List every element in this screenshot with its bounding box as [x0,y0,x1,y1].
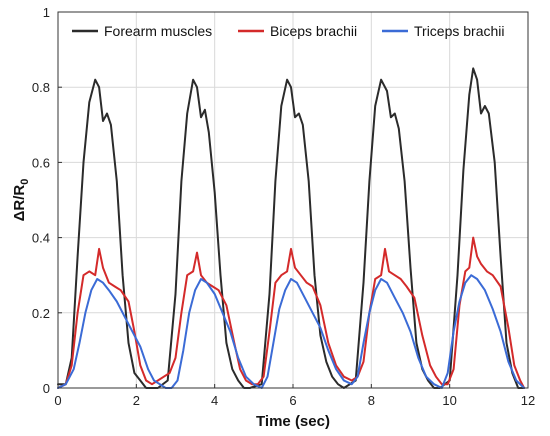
y-tick-label: 1 [43,5,50,20]
y-tick-label: 0.4 [32,231,50,246]
y-tick-label: 0.6 [32,155,50,170]
x-axis-label: Time (sec) [256,413,330,430]
x-tick-label: 6 [289,393,296,408]
y-axis-label: ΔR/R0 [11,179,31,222]
y-tick-label: 0 [43,381,50,396]
x-tick-label: 10 [442,393,456,408]
x-tick-label: 2 [133,393,140,408]
legend-label: Triceps brachii [414,23,505,39]
y-axis-label-main: ΔR/R [11,185,28,222]
series-lines [57,67,526,389]
y-axis-label-subscript: 0 [19,179,31,185]
y-tick-label: 0.2 [32,306,50,321]
legend-label: Forearm muscles [104,23,212,39]
legend-label: Biceps brachii [270,23,357,39]
legend: Forearm muscles Biceps brachii Triceps bra… [72,23,505,39]
x-tick-label: 0 [54,393,61,408]
x-tick-label: 8 [368,393,375,408]
series-line-triceps-brachii [57,274,526,389]
x-axis-ticks: 0 2 4 6 8 10 12 [54,384,535,408]
y-tick-label: 0.8 [32,80,50,95]
x-tick-label: 12 [521,393,535,408]
x-tick-label: 4 [211,393,218,408]
y-axis-ticks: 0 0.2 0.4 0.6 0.8 1 [32,5,62,396]
